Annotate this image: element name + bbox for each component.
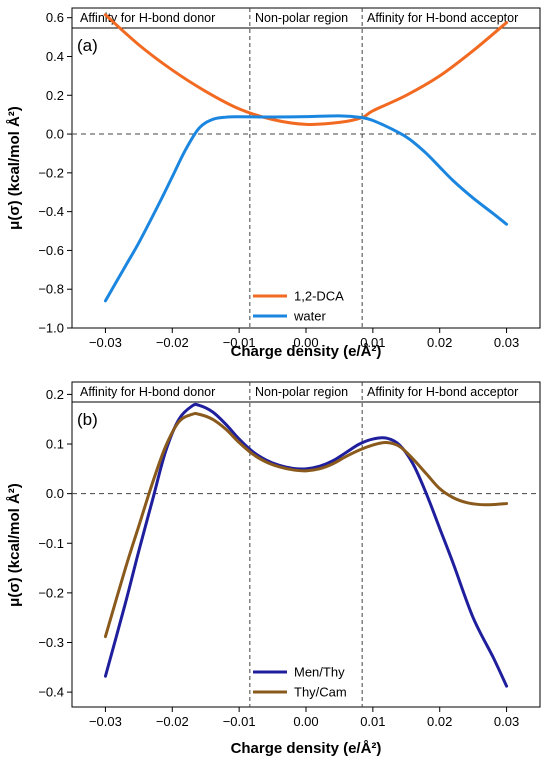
x-tick-label: −0.01 xyxy=(223,714,256,729)
y-tick-label: 0.6 xyxy=(46,10,64,25)
y-tick-label: 0.0 xyxy=(46,127,64,142)
x-tick-label: 0.03 xyxy=(494,714,519,729)
legend-a: 1,2-DCA water xyxy=(253,289,344,324)
x-tick-label: 0.02 xyxy=(427,335,452,350)
guide-lines-a xyxy=(72,8,540,328)
region-label-acceptor-a: Affinity for H-bond acceptor xyxy=(367,11,518,25)
series-line xyxy=(103,13,509,126)
x-tick-label: 0.00 xyxy=(293,335,318,350)
y-tick-label: 0.2 xyxy=(46,88,64,103)
plot-area-b xyxy=(71,381,541,708)
legend-label: Thy/Cam xyxy=(294,685,347,700)
x-tick-label: 0.01 xyxy=(360,714,385,729)
series-line xyxy=(103,411,509,639)
x-axis-b: −0.03 −0.02 −0.01 0.00 0.01 0.02 0.03 xyxy=(89,707,519,729)
x-tick-label: −0.02 xyxy=(156,335,189,350)
y-tick-label: 0.1 xyxy=(46,437,64,452)
y-tick-label: −0.6 xyxy=(38,243,64,258)
y-axis-b: −0.4 −0.3 −0.2 −0.1 0.0 0.1 0.2 xyxy=(38,387,72,700)
y-tick-label: −0.1 xyxy=(38,536,64,551)
x-tick-label: −0.02 xyxy=(156,714,189,729)
legend-label: 1,2-DCA xyxy=(294,289,344,304)
region-label-nonpolar-b: Non-polar region xyxy=(255,385,348,399)
panel-a: Affinity for H-bond donor Non-polar regi… xyxy=(6,7,541,360)
y-tick-label: −0.4 xyxy=(38,685,64,700)
guide-lines-b xyxy=(72,382,540,707)
y-tick-label: 0.0 xyxy=(46,486,64,501)
y-tick-label: 0.4 xyxy=(46,49,64,64)
x-axis-title-b: Charge density (e/Å²) xyxy=(231,740,382,757)
y-tick-label: −0.8 xyxy=(38,282,64,297)
x-tick-label: −0.03 xyxy=(89,335,122,350)
region-label-donor-a: Affinity for H-bond donor xyxy=(80,11,215,25)
x-tick-label: 0.02 xyxy=(427,714,452,729)
region-label-acceptor-b: Affinity for H-bond acceptor xyxy=(367,385,518,399)
x-tick-label: 0.00 xyxy=(293,714,318,729)
x-tick-label: 0.03 xyxy=(494,335,519,350)
x-axis-a: −0.03 −0.02 −0.01 0.00 0.01 0.02 0.03 xyxy=(89,328,519,350)
y-axis-title-a: μ(σ) (kcal/mol Å²) xyxy=(6,106,23,230)
legend-label: Men/Thy xyxy=(294,665,345,680)
region-label-nonpolar-a: Non-polar region xyxy=(255,11,348,25)
panel-label-b: (b) xyxy=(77,410,98,429)
x-tick-label: −0.01 xyxy=(223,335,256,350)
y-tick-label: −0.2 xyxy=(38,585,64,600)
y-axis-title-b: μ(σ) (kcal/mol Å²) xyxy=(6,483,23,607)
y-tick-label: −0.2 xyxy=(38,165,64,180)
y-tick-label: −1.0 xyxy=(38,321,64,336)
series-line xyxy=(103,114,509,303)
panel-b: Affinity for H-bond donor Non-polar regi… xyxy=(6,381,541,757)
series-group-b xyxy=(103,402,509,688)
y-tick-label: −0.3 xyxy=(38,635,64,650)
panel-label-a: (a) xyxy=(77,36,98,55)
plot-area-a xyxy=(71,7,541,329)
x-tick-label: 0.01 xyxy=(360,335,385,350)
y-axis-a: −1.0 −0.8 −0.6 −0.4 −0.2 0.0 0.2 0.4 0.6 xyxy=(38,10,72,336)
region-label-donor-b: Affinity for H-bond donor xyxy=(80,385,215,399)
series-group-a xyxy=(103,13,509,303)
y-tick-label: −0.4 xyxy=(38,204,64,219)
x-tick-label: −0.03 xyxy=(89,714,122,729)
legend-b: Men/Thy Thy/Cam xyxy=(253,665,347,700)
legend-label: water xyxy=(293,309,326,324)
y-tick-label: 0.2 xyxy=(46,387,64,402)
x-axis-title-a: Charge density (e/Å²) xyxy=(231,343,382,360)
